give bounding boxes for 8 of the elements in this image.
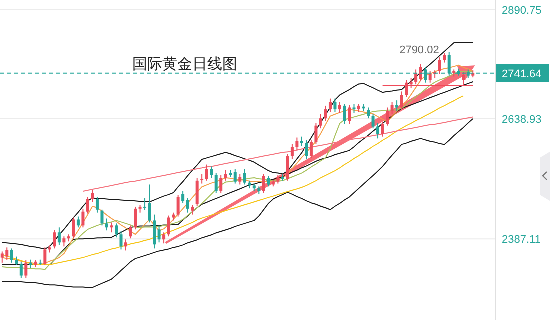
text: 国际黄金日线图: [132, 56, 238, 73]
y-tick-label: 2387.11: [502, 234, 541, 246]
annotation: 2790.02: [400, 44, 440, 56]
y-tick-label: 2890.75: [502, 4, 542, 17]
ref-line-label: 2741.64: [502, 68, 542, 80]
y-tick-label: 2638.93: [502, 114, 542, 126]
line-series: [2, 118, 474, 288]
line-series: [82, 116, 474, 192]
